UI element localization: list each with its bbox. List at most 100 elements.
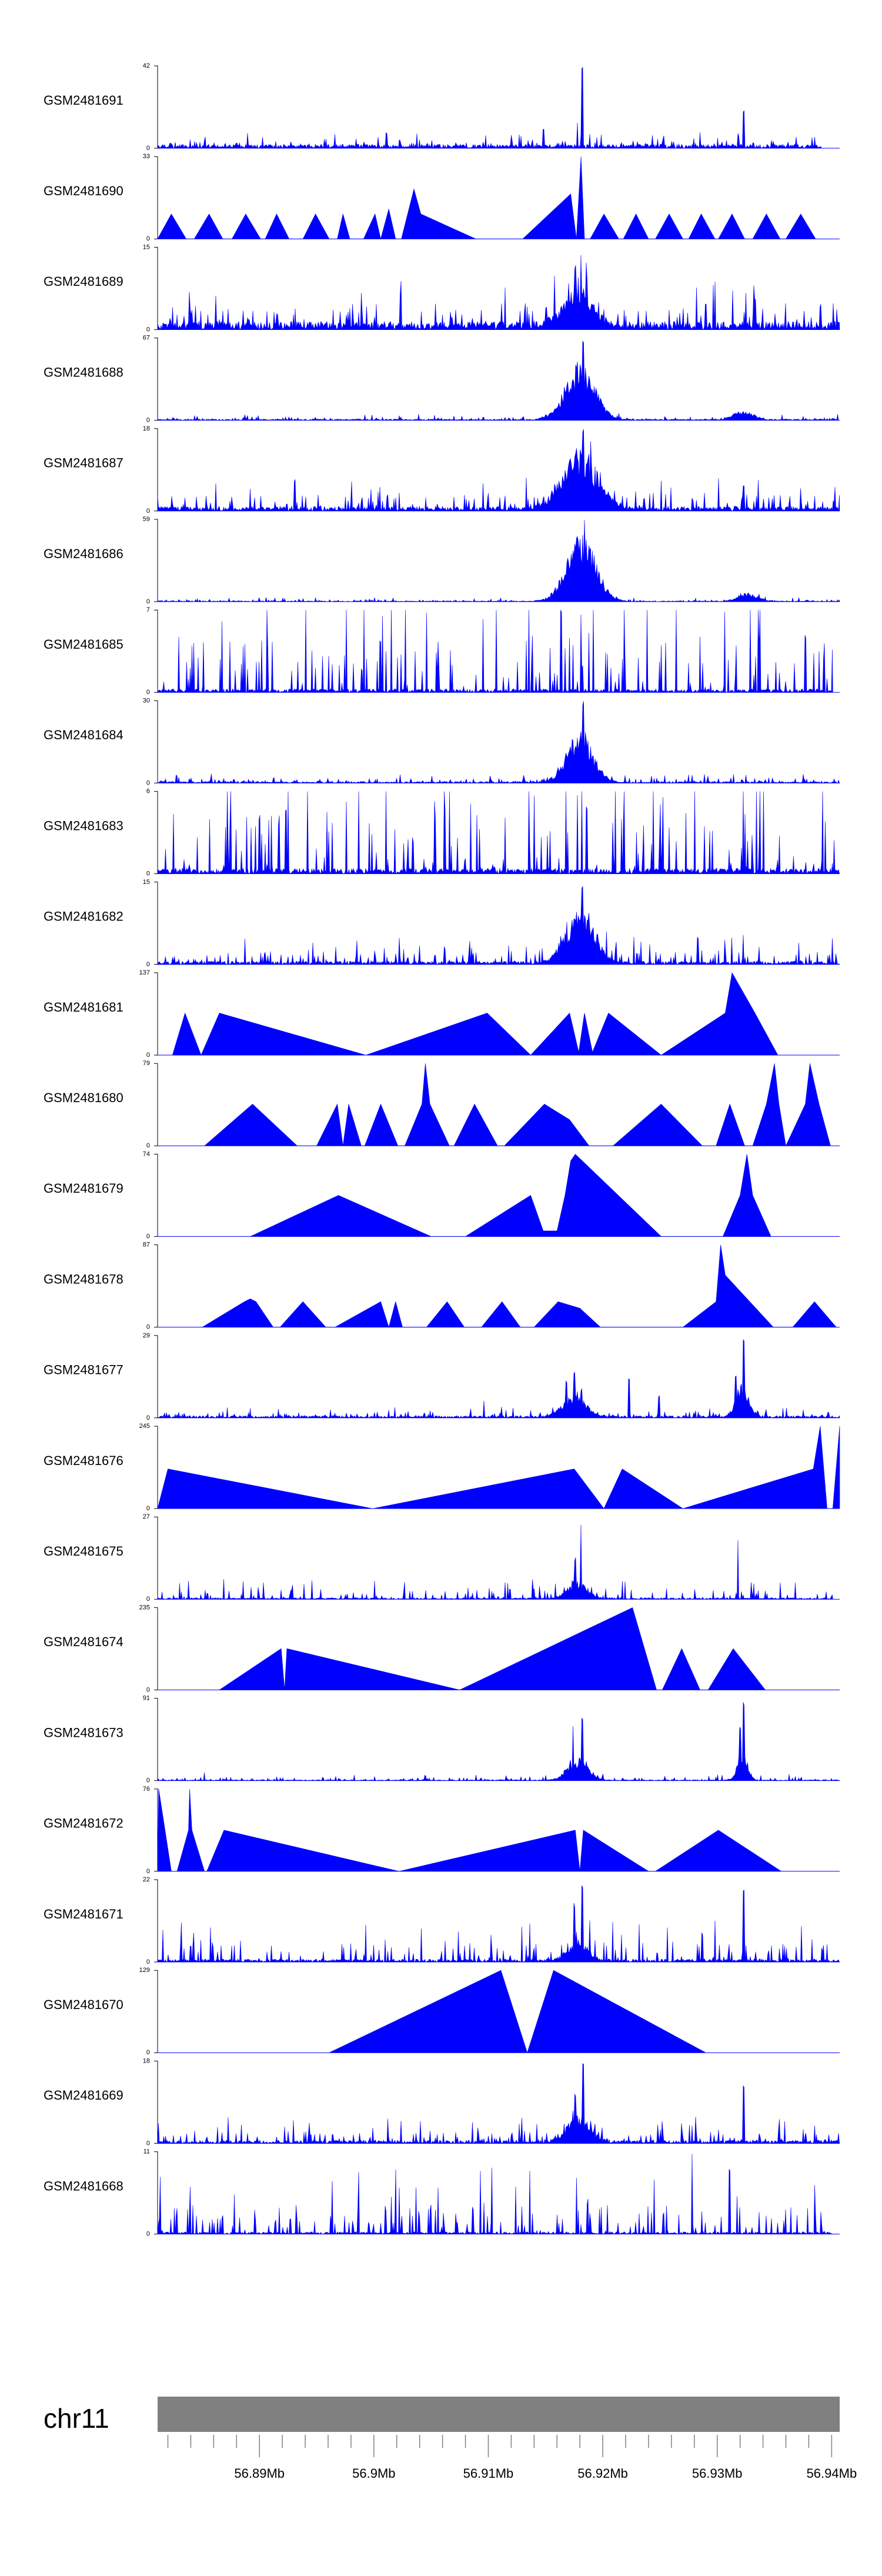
y-axis [154, 1335, 158, 1419]
track-GSM2481679: GSM2481679 74 0 [44, 1150, 840, 1240]
track-label: GSM2481691 [44, 93, 123, 108]
x-tick-label: 56.89Mb [234, 2466, 285, 2481]
track-label: GSM2481690 [44, 183, 123, 198]
y-max-label: 245 [139, 1423, 150, 1430]
coverage-area [157, 1885, 840, 1963]
y-axis [154, 791, 158, 875]
y-max-label: 15 [143, 243, 150, 251]
track-label: GSM2481675 [44, 1544, 123, 1559]
coverage-area [157, 1788, 782, 1872]
track-label: GSM2481677 [44, 1363, 123, 1377]
track-GSM2481674: GSM2481674 235 0 [44, 1604, 840, 1693]
track-GSM2481669: GSM2481669 18 0 [44, 2057, 840, 2147]
track-label: GSM2481687 [44, 456, 123, 471]
coverage-area [157, 886, 840, 965]
y-axis [154, 1063, 158, 1146]
y-min-label: 0 [146, 1686, 150, 1693]
y-axis [154, 1607, 158, 1690]
y-max-label: 87 [143, 1242, 150, 1249]
y-min-label: 0 [146, 1868, 150, 1875]
y-min-label: 0 [146, 1596, 150, 1603]
track-GSM2481675: GSM2481675 27 0 [44, 1513, 840, 1603]
track-GSM2481682: GSM2481682 15 0 [44, 879, 840, 968]
y-max-label: 76 [143, 1786, 150, 1793]
y-axis [154, 882, 158, 965]
track-label: GSM2481684 [44, 728, 123, 742]
y-min-label: 0 [146, 417, 150, 424]
track-label: GSM2481668 [44, 2178, 123, 2193]
coverage-area [157, 1426, 840, 1509]
chromosome-axis: chr11 56.89Mb 56.9Mb 56.91Mb 56.92Mb 56.93Mb… [44, 2397, 857, 2481]
y-axis [154, 246, 158, 330]
y-max-label: 91 [143, 1695, 150, 1702]
y-min-label: 0 [146, 235, 150, 242]
y-axis [154, 1244, 158, 1328]
y-axis [154, 1516, 158, 1600]
chromosome-bar [158, 2397, 840, 2432]
track-label: GSM2481674 [44, 1634, 123, 1649]
y-min-label: 0 [146, 870, 150, 877]
y-min-label: 0 [146, 1777, 150, 1784]
x-tick-label: 56.93Mb [692, 2466, 743, 2481]
track-label: GSM2481669 [44, 2088, 123, 2103]
track-label: GSM2481670 [44, 1997, 123, 2012]
coverage-area [157, 1702, 840, 1781]
axis-ticks: 56.89Mb 56.9Mb 56.91Mb 56.92Mb 56.93Mb 56.94M… [167, 2435, 857, 2481]
track-label: GSM2481671 [44, 1907, 123, 1921]
y-axis [154, 1970, 158, 2053]
track-GSM2481684: GSM2481684 30 0 [44, 697, 840, 786]
y-axis [154, 1153, 158, 1237]
track-GSM2481689: GSM2481689 15 0 [44, 243, 840, 333]
y-axis [154, 609, 158, 693]
y-min-label: 0 [146, 1505, 150, 1512]
coverage-area [157, 1339, 840, 1419]
coverage-area [201, 1244, 837, 1328]
coverage-area [157, 341, 840, 421]
y-axis [154, 1788, 158, 1872]
y-min-label: 0 [146, 1142, 150, 1149]
y-axis [154, 1426, 158, 1509]
y-max-label: 137 [139, 969, 150, 976]
track-GSM2481690: GSM2481690 33 0 [44, 153, 840, 242]
track-GSM2481686: GSM2481686 59 0 [44, 516, 840, 605]
coverage-area [157, 701, 840, 784]
track-GSM2481671: GSM2481671 22 0 [44, 1876, 840, 1966]
y-axis [154, 700, 158, 783]
y-min-label: 0 [146, 1233, 150, 1240]
coverage-area [157, 156, 816, 239]
track-GSM2481688: GSM2481688 67 0 [44, 335, 840, 424]
y-axis [154, 972, 158, 1056]
y-axis [154, 2060, 158, 2144]
y-max-label: 15 [143, 879, 150, 886]
coverage-tracks: GSM2481691420GSM2481690330GSM2481689150G… [44, 62, 840, 2238]
coverage-area [157, 429, 840, 512]
track-GSM2481668: GSM2481668 11 0 [44, 2148, 840, 2238]
track-GSM2481691: GSM2481691 42 0 [44, 62, 840, 152]
y-max-label: 6 [146, 788, 150, 795]
y-min-label: 0 [146, 779, 150, 786]
y-min-label: 0 [146, 1414, 150, 1422]
y-max-label: 74 [143, 1150, 150, 1157]
y-max-label: 18 [143, 425, 150, 432]
y-min-label: 0 [146, 961, 150, 968]
track-label: GSM2481678 [44, 1272, 123, 1286]
track-label: GSM2481686 [44, 546, 123, 561]
track-GSM2481678: GSM2481678 87 0 [44, 1242, 840, 1331]
coverage-area [157, 255, 840, 331]
track-GSM2481677: GSM2481677 29 0 [44, 1332, 840, 1422]
track-GSM2481687: GSM2481687 18 0 [44, 425, 840, 515]
y-min-label: 0 [146, 2140, 150, 2147]
track-GSM2481680: GSM2481680 79 0 [44, 1060, 840, 1149]
y-axis [154, 156, 158, 239]
track-label: GSM2481682 [44, 909, 123, 924]
coverage-area [157, 2154, 832, 2235]
y-max-label: 27 [143, 1513, 150, 1520]
coverage-area [157, 791, 840, 875]
coverage-area [219, 1607, 766, 1690]
y-axis [154, 519, 158, 602]
y-min-label: 0 [146, 598, 150, 605]
track-label: GSM2481680 [44, 1090, 123, 1105]
y-min-label: 0 [146, 1324, 150, 1331]
y-max-label: 79 [143, 1060, 150, 1067]
chromosome-label: chr11 [44, 2403, 109, 2434]
